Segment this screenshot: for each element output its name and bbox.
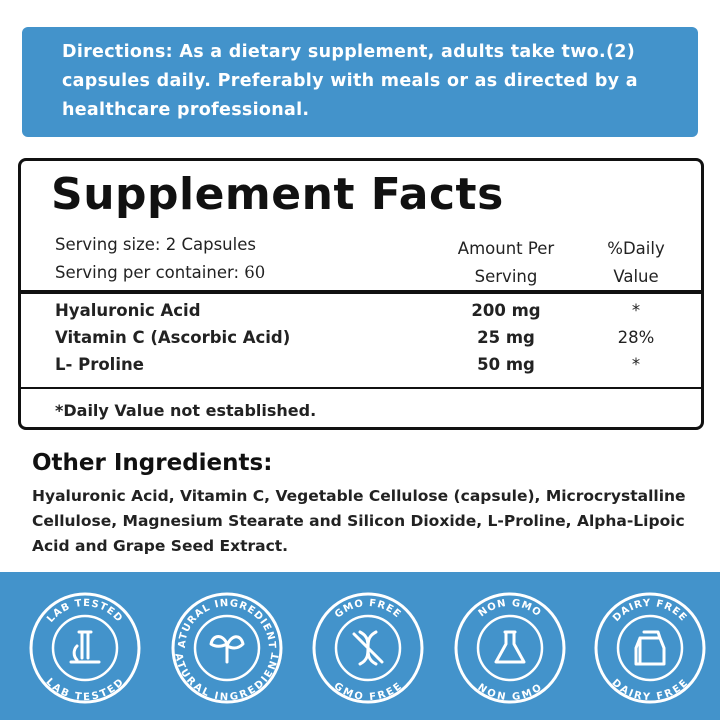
nutrient-amount: 50 mg [477,355,535,374]
nutrient-dv: * [631,355,641,374]
other-ingredients-text: Hyaluronic Acid, Vitamin C, Vegetable Ce… [32,487,686,555]
serving-size: Serving size: 2 Capsules [55,235,256,254]
badge-icon [209,635,245,664]
supplement-facts-panel: Supplement Facts Serving size: 2 Capsule… [18,158,704,430]
directions-box: Directions: As a dietary supplement, adu… [22,27,698,137]
badge-text: NON GMO [475,682,544,703]
badge-text-bottom: GMO FREE [332,681,404,703]
serving-per-container: Serving per container: 60 [55,263,265,282]
badge-ring [312,592,424,704]
badge-inner [476,614,544,682]
facts-title: Supplement Facts [51,169,504,220]
nutrient-dv: * [631,301,641,320]
badge-inner [334,614,402,682]
badge-icon [634,630,666,666]
nutrient-amount: 25 mg [477,328,535,347]
thick-rule [21,290,701,294]
serving-label: Serving per container: [55,263,240,282]
daily-value-header: %Daily Value [607,239,665,286]
nutrient-amount: 200 mg [471,301,541,320]
badge-text-bottom: NON GMO [475,682,543,703]
amount-header: Amount Per Serving [457,239,555,286]
badge-ring [171,592,283,704]
nutrient-name: Vitamin C (Ascorbic Acid) [55,328,291,347]
nutrient-dv: 28% [617,328,655,347]
directions-text: Directions: As a dietary supplement, adu… [62,42,638,120]
nutrient-name: L- Proline [55,355,144,374]
badge-icon [69,630,101,664]
footnote: *Daily Value not established. [55,401,317,420]
badge-ring [454,592,566,704]
other-ingredients-title: Other Ingredients: [32,450,273,476]
badge-ring [29,592,141,704]
thin-rule [21,387,701,389]
badge-icon [494,630,526,664]
badge-inner [616,614,684,682]
badge-inner [51,614,119,682]
badge-text: GMO FREE [332,681,405,703]
badge-icon [352,630,384,666]
badge-ring [594,592,706,704]
nutrient-name: Hyaluronic Acid [55,301,201,320]
serving-value: 60 [244,263,266,282]
badge-inner [193,614,261,682]
